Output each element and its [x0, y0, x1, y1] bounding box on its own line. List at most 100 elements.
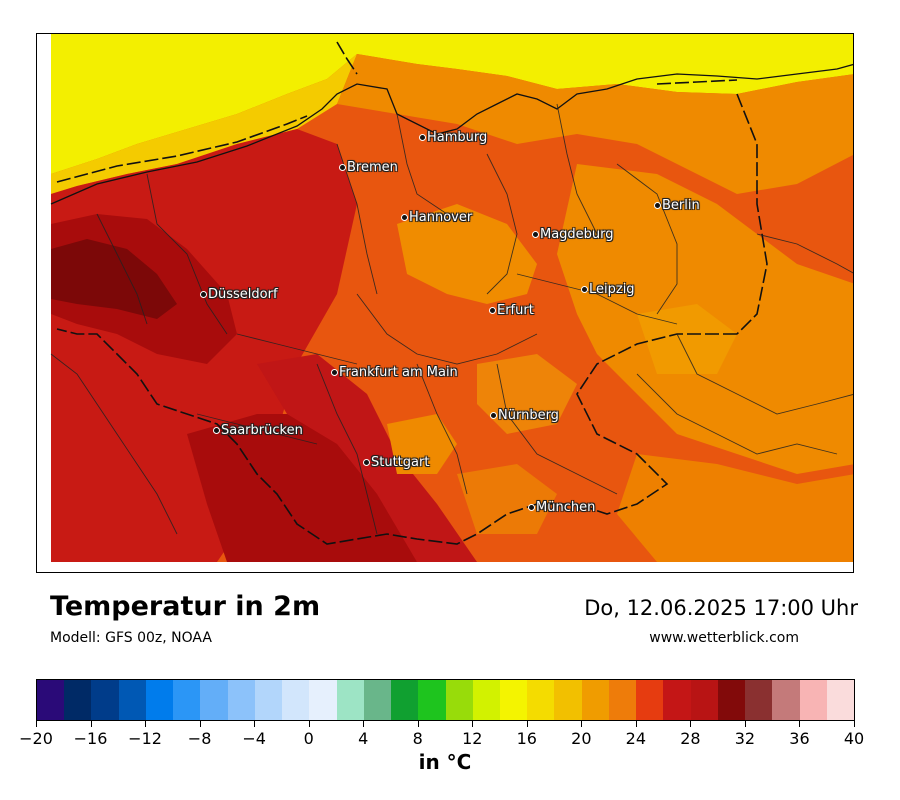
city-label: Stuttgart: [371, 455, 430, 470]
city-erfurt: Erfurt: [489, 300, 534, 319]
legend-tick-label: 4: [358, 729, 369, 748]
city-marker: [532, 231, 539, 238]
legend-tick-label: 0: [303, 729, 314, 748]
legend-tick-label: 12: [462, 729, 483, 748]
legend-swatch: [227, 680, 255, 720]
field-orange-blob-d: [637, 304, 737, 374]
city-marker: [581, 286, 588, 293]
legend-tick-label: 8: [412, 729, 423, 748]
city-label: Düsseldorf: [208, 287, 278, 302]
model-info: Modell: GFS 00z, NOAA: [50, 630, 212, 646]
legend-swatch: [391, 680, 419, 720]
legend-tick-mark: [90, 721, 92, 727]
city-marker: [419, 134, 426, 141]
legend-tick-mark: [744, 721, 746, 727]
legend-tick-mark: [417, 721, 419, 727]
website-credit: www.wetterblick.com: [649, 630, 799, 646]
legend-swatch: [200, 680, 228, 720]
city-label: München: [536, 500, 596, 515]
coastline: [50, 63, 853, 205]
city-marker: [200, 291, 207, 298]
legend-tick-mark: [363, 721, 365, 727]
legend-swatch: [145, 680, 174, 720]
legend-swatch: [336, 680, 364, 720]
field-orange-band: [337, 54, 853, 194]
legend-tick-label: 36: [789, 729, 810, 748]
legend-tick-mark: [581, 721, 583, 727]
legend-swatch: [91, 680, 119, 720]
city-frankfurt: Frankfurt am Main: [331, 362, 458, 381]
legend-tick-label: −4: [242, 729, 266, 748]
field-red-southwest: [257, 354, 477, 562]
city-marker: [654, 202, 661, 209]
city-magdeburg: Magdeburg: [532, 224, 614, 243]
city-marker: [331, 369, 338, 376]
legend-tick-mark: [308, 721, 310, 727]
field-orange-blob-a: [477, 354, 577, 434]
legend-swatch: [445, 680, 473, 720]
legend-swatch: [636, 680, 664, 720]
state-borders: [50, 103, 853, 535]
legend-tick-label: 24: [625, 729, 647, 748]
city-label: Hamburg: [427, 130, 488, 145]
legend-swatch: [826, 680, 855, 720]
legend-swatch: [64, 680, 92, 720]
legend-tick-label: −12: [128, 729, 162, 748]
city-bremen: Bremen: [339, 157, 398, 176]
legend-ticks: −20 −16 −12 −8 −4 0 4 8 12 16 20 24 28 32 36 40: [19, 721, 864, 751]
legend-tick-mark: [799, 721, 801, 727]
legend-swatch: [472, 680, 500, 720]
legend-tick-label: −8: [187, 729, 212, 748]
city-label: Berlin: [662, 198, 700, 213]
legend-swatch: [799, 680, 827, 720]
valid-datetime: Do, 12.06.2025 17:00 Uhr: [584, 596, 858, 620]
national-border: [56, 41, 768, 545]
legend-tick-label: 40: [843, 729, 865, 748]
legend-swatch: [554, 680, 582, 720]
city-muenchen: München: [528, 497, 595, 516]
field-gold-band: [51, 54, 357, 194]
legend-tick-mark: [690, 721, 692, 727]
legend-tick-mark: [472, 721, 474, 727]
legend-swatch: [772, 680, 800, 720]
legend-tick-label: 20: [571, 729, 592, 748]
legend-tick-mark: [254, 721, 256, 727]
legend-tick-mark: [36, 721, 37, 727]
city-label: Saarbrücken: [221, 423, 303, 438]
legend-swatch: [309, 680, 337, 720]
city-stuttgart: Stuttgart: [363, 452, 429, 471]
map-field: [37, 34, 853, 572]
legend-tick-mark: [145, 721, 147, 727]
city-marker: [213, 427, 220, 434]
legend-swatch: [690, 680, 718, 720]
city-marker: [528, 504, 535, 511]
city-leipzig: Leipzig: [581, 279, 635, 298]
legend-swatch: [254, 680, 283, 720]
field-maroon-west: [51, 239, 177, 319]
city-label: Nürnberg: [498, 408, 559, 423]
city-marker: [490, 412, 497, 419]
field-yellow-north: [51, 34, 853, 174]
color-legend: [36, 679, 855, 721]
city-label: Erfurt: [497, 303, 534, 318]
field-orange-southeast: [617, 454, 853, 562]
city-marker: [339, 164, 346, 171]
city-saarbruecken: Saarbrücken: [213, 420, 303, 439]
legend-swatch: [527, 680, 555, 720]
legend-swatch: [37, 680, 65, 720]
city-marker: [489, 307, 496, 314]
legend-tick-label: 32: [734, 729, 756, 748]
city-label: Bremen: [347, 160, 398, 175]
legend-tick-label: 28: [680, 729, 701, 748]
legend-swatch: [173, 680, 201, 720]
city-label: Hannover: [409, 210, 473, 225]
legend-swatch: [608, 680, 637, 720]
city-label: Magdeburg: [540, 227, 614, 242]
legend-swatch: [499, 680, 528, 720]
legend-tick-mark: [854, 721, 855, 727]
legend-tick-mark: [635, 721, 637, 727]
city-label: Frankfurt am Main: [339, 365, 458, 380]
legend-swatch: [745, 680, 773, 720]
city-nuernberg: Nürnberg: [490, 405, 559, 424]
legend-swatch: [118, 680, 146, 720]
